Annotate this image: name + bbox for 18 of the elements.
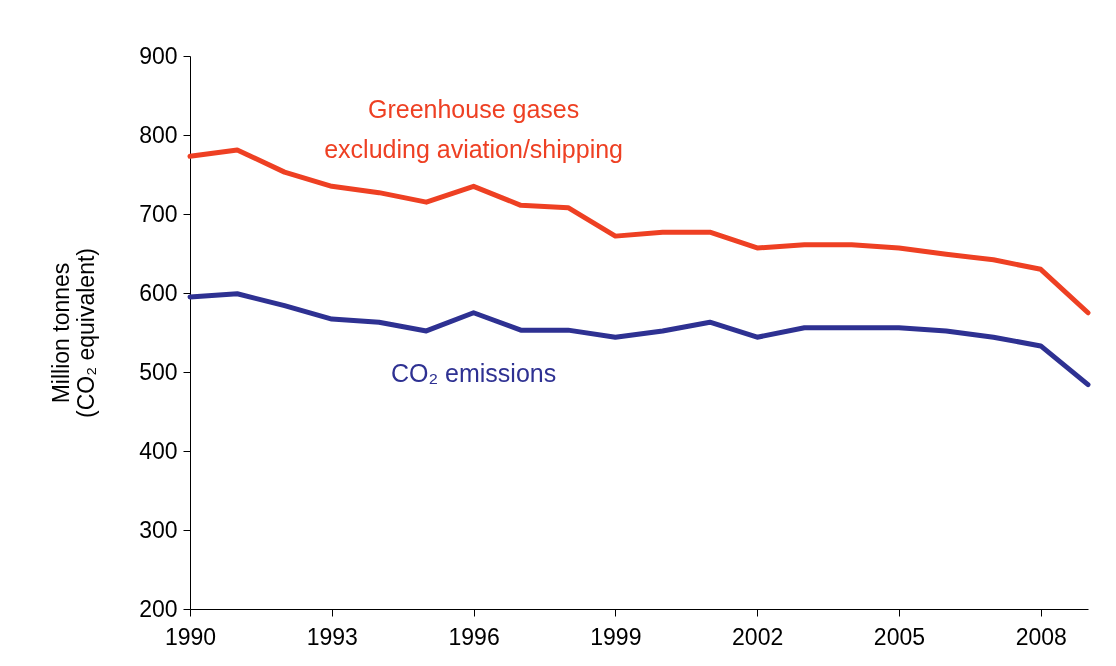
x-tick-label: 1993 <box>306 623 358 650</box>
y-tick-label: 600 <box>139 279 178 306</box>
y-tick-label: 400 <box>139 437 178 464</box>
y-tick-label: 300 <box>139 516 178 543</box>
x-tick-label: 1999 <box>590 623 642 650</box>
y-tick-label: 700 <box>139 200 178 227</box>
series-label: CO₂ emissions <box>390 358 557 387</box>
y-axis-title: Million tonnes (CO₂ equivalent) <box>48 248 100 418</box>
x-tick-label: 1990 <box>164 623 217 650</box>
x-tick-label: 2008 <box>1015 623 1067 650</box>
y-tick-label: 900 <box>139 42 178 69</box>
y-tick-label: 500 <box>139 358 178 385</box>
x-tick-label: 2005 <box>873 623 926 650</box>
x-tick-label: 2002 <box>732 623 784 650</box>
series-label: Greenhouse gases excluding aviation/shipping <box>324 95 623 164</box>
y-tick-label: 200 <box>139 595 178 622</box>
y-tick-label: 800 <box>139 121 178 148</box>
x-tick-label: 1996 <box>448 623 500 650</box>
